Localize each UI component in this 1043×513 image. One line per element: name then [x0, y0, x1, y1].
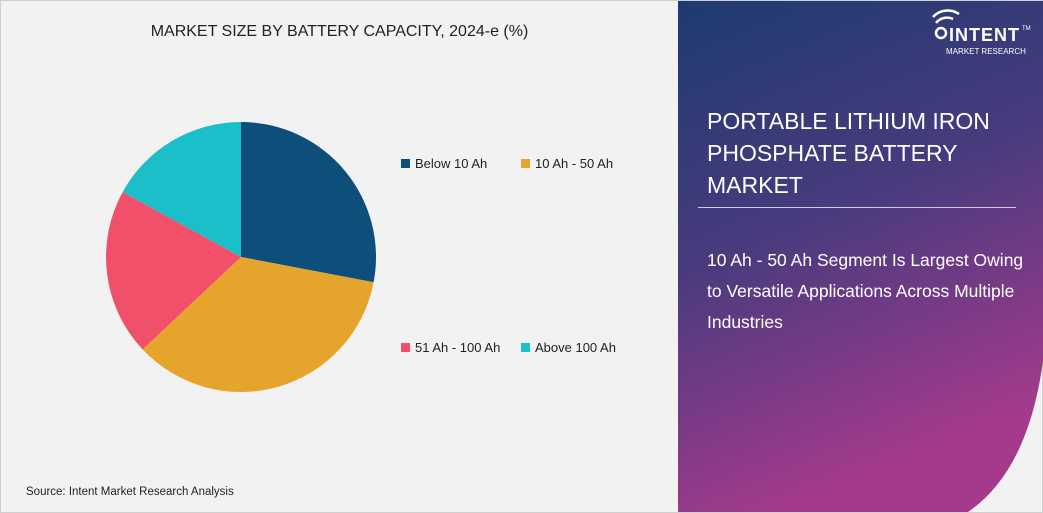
logo-wordmark: INTENT TM — [949, 25, 1031, 45]
logo-name: INTENT — [949, 25, 1020, 45]
legend-label: 10 Ah - 50 Ah — [535, 156, 614, 171]
legend-swatch — [401, 343, 410, 352]
legend-swatch — [521, 159, 530, 168]
legend-item-51-100ah: 51 Ah - 100 Ah — [401, 340, 500, 355]
pie-slice-above-100-ah — [122, 121, 241, 257]
legend-label: 51 Ah - 100 Ah — [415, 340, 501, 355]
legend-label: Below 10 Ah — [415, 156, 488, 171]
legend-swatch — [401, 159, 410, 168]
legend-label: Above 100 Ah — [535, 340, 616, 355]
legend-item-10-50ah: 10 Ah - 50 Ah — [521, 156, 613, 171]
info-panel-background — [678, 1, 1043, 512]
pie-slice-10-ah-50-ah — [142, 257, 374, 392]
intent-logo: INTENT TM MARKET RESEARCH — [929, 9, 1039, 61]
pie-slice-below-10-ah — [241, 122, 376, 283]
chart-title: MARKET SIZE BY BATTERY CAPACITY, 2024-e … — [150, 23, 529, 40]
source-note: Source: Intent Market Research Analysis — [26, 486, 234, 498]
legend-item-above-100ah: Above 100 Ah — [521, 340, 616, 355]
legend-swatch — [521, 343, 530, 352]
chart-area: MARKET SIZE BY BATTERY CAPACITY, 2024-e … — [1, 1, 678, 512]
divider — [698, 207, 1016, 208]
pie-slice-51-ah-100-ah — [106, 191, 241, 350]
panel-title: PORTABLE LITHIUM IRON PHOSPHATE BATTERY … — [707, 108, 990, 198]
logo-tagline: MARKET RESEARCH — [946, 47, 1026, 56]
signal-logo-icon — [932, 9, 960, 40]
pie-chart — [106, 121, 376, 392]
legend-item-below-10ah: Below 10 Ah — [401, 156, 487, 171]
panel-subtitle: 10 Ah - 50 Ah Segment Is Largest Owing t… — [707, 250, 1024, 332]
logo-trademark: TM — [1022, 26, 1031, 32]
